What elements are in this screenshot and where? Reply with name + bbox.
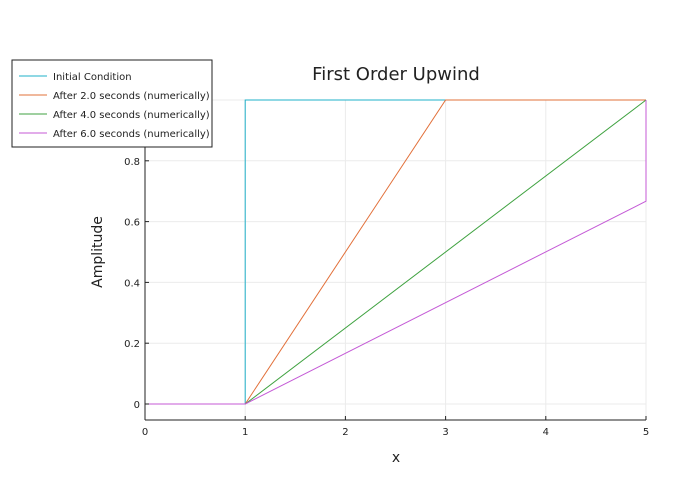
legend-label-2: After 2.0 seconds (numerically) — [53, 91, 210, 102]
legend: Initial Condition After 2.0 seconds (nume… — [11, 59, 213, 148]
y-tick-label: 0 — [134, 400, 140, 411]
y-tick-label: 0.8 — [124, 157, 140, 168]
series-line-2 — [145, 99, 646, 405]
grid — [144, 99, 647, 420]
chart-title: First Order Upwind — [312, 64, 480, 85]
y-axis-label: Amplitude — [90, 216, 106, 288]
series-line-1 — [145, 99, 646, 405]
x-tick-label: 1 — [242, 427, 248, 438]
x-tick-label: 2 — [342, 427, 348, 438]
y-tick-label: 0.6 — [124, 218, 140, 229]
x-tick-label: 0 — [142, 427, 148, 438]
x-tick-label: 3 — [442, 427, 448, 438]
series-line-4 — [145, 100, 647, 405]
series-line-3 — [145, 99, 647, 405]
legend-label-1: Initial Condition — [53, 72, 132, 83]
legend-label-3: After 4.0 seconds (numerically) — [53, 110, 210, 121]
y-tick-label: 0.2 — [124, 339, 140, 350]
y-tick-label: 0.4 — [124, 278, 140, 289]
tick-labels: 0 1 2 3 4 5 0 0.2 0.4 0.6 0.8 — [124, 157, 649, 438]
legend-label-4: After 6.0 seconds (numerically) — [53, 129, 210, 140]
axes — [144, 100, 646, 421]
x-tick-label: 5 — [643, 427, 649, 438]
x-tick-label: 4 — [543, 427, 549, 438]
x-axis-label: x — [392, 450, 400, 466]
plot-series — [145, 99, 647, 405]
